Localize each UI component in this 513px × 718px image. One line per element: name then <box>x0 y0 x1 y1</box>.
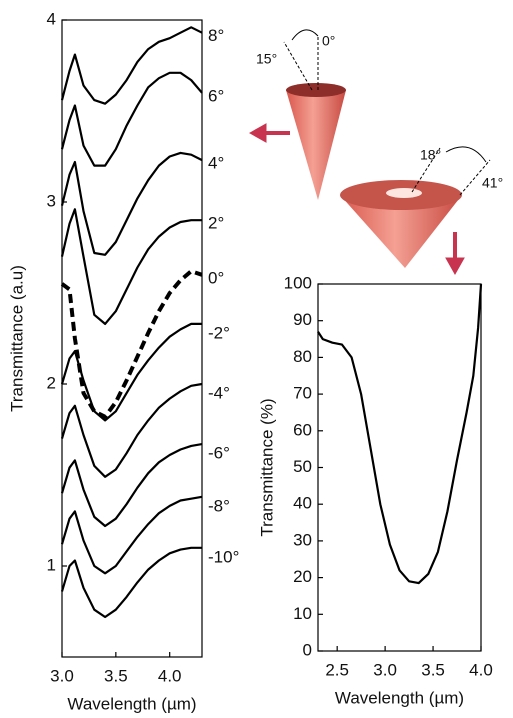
series-label: -4° <box>208 383 230 402</box>
series-label: 8° <box>208 26 224 45</box>
y-tick-label: 10 <box>293 604 312 623</box>
line <box>60 151 203 256</box>
y-tick-label: 80 <box>293 347 312 366</box>
x-tick-label: 2.5 <box>325 660 349 679</box>
y-tick-label: 20 <box>293 567 312 586</box>
angle-label: 18° <box>420 147 441 163</box>
series-label: -10° <box>208 547 239 566</box>
arrows <box>248 123 465 276</box>
y-tick-label: 90 <box>293 310 312 329</box>
line <box>317 283 483 585</box>
angle-label: 0° <box>322 33 335 49</box>
line <box>60 546 202 619</box>
y-tick-label: 50 <box>293 457 312 476</box>
line <box>60 382 203 478</box>
y-tick-label: 60 <box>293 420 312 439</box>
line <box>60 269 203 419</box>
line <box>60 495 203 575</box>
y-tick-label: 1 <box>47 555 56 574</box>
x-tick-label: 3.0 <box>373 660 397 679</box>
series-label: -8° <box>208 496 230 515</box>
line <box>60 443 203 528</box>
y-tick-label: 0 <box>303 640 312 659</box>
x-tick-label: 3.5 <box>421 660 445 679</box>
x-axis-title: Wavelength (µm) <box>67 694 196 713</box>
series-label: 2° <box>208 214 224 233</box>
y-axis-title: Transmittance (a.u) <box>7 265 26 412</box>
series-label: -2° <box>208 323 230 342</box>
plot-frame <box>61 19 203 658</box>
y-tick-label: 70 <box>293 384 312 403</box>
hollow-cone-illustration: 18° 41° <box>340 146 503 268</box>
line <box>60 26 203 105</box>
y-tick-label: 2 <box>47 373 56 392</box>
y-tick-label: 30 <box>293 530 312 549</box>
angle-label: 41° <box>482 175 503 191</box>
cone-illustration: 15° 0° <box>256 29 346 200</box>
y-tick-label: 40 <box>293 494 312 513</box>
y-axis-title: Transmittance (%) <box>257 398 276 536</box>
series-label: 6° <box>208 86 224 105</box>
line <box>60 208 202 325</box>
x-axis-title: Wavelength (µm) <box>335 688 464 707</box>
series-label: -6° <box>208 444 230 463</box>
x-tick-label: 4.0 <box>158 666 182 685</box>
series-label: 0° <box>208 268 224 287</box>
y-tick-label: 100 <box>284 273 312 292</box>
series-label: 4° <box>208 154 224 173</box>
line <box>60 322 202 422</box>
x-tick-label: 3.0 <box>50 666 74 685</box>
x-tick-label: 3.5 <box>104 666 128 685</box>
y-tick-label: 4 <box>47 9 56 28</box>
x-tick-label: 4.0 <box>469 660 493 679</box>
y-tick-label: 3 <box>47 191 56 210</box>
line <box>60 71 203 167</box>
angle-label: 15° <box>256 51 277 67</box>
